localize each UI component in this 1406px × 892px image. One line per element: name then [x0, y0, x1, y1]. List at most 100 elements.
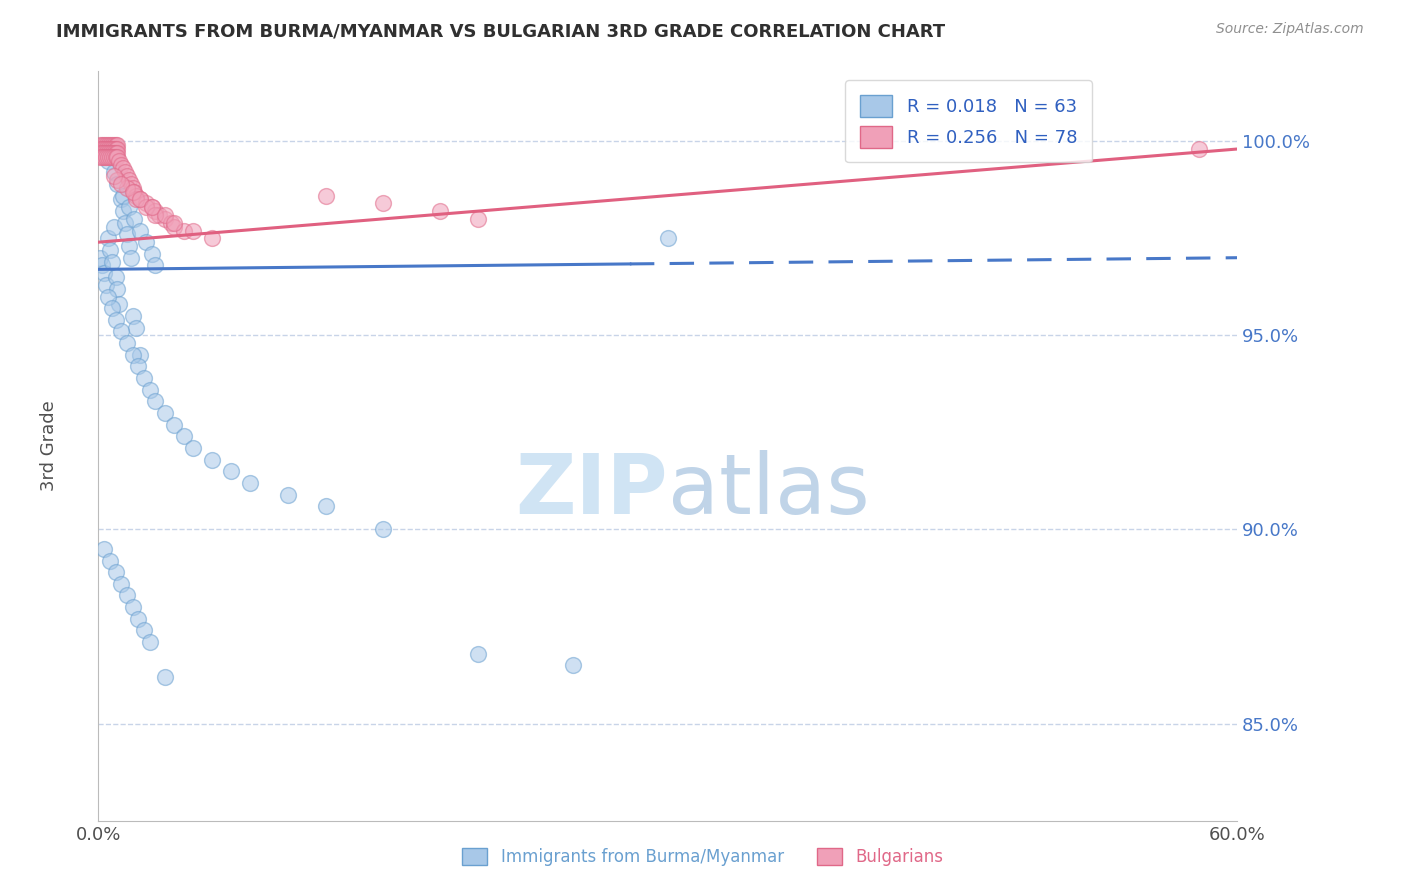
- Point: [138, 635, 160, 649]
- Point: [103, 219, 125, 234]
- Point: [89, 251, 111, 265]
- Point: [141, 200, 163, 214]
- Point: [163, 417, 186, 432]
- Point: [129, 348, 152, 362]
- Point: [107, 145, 129, 160]
- Point: [159, 216, 181, 230]
- Point: [221, 464, 243, 478]
- Point: [110, 325, 132, 339]
- Point: [103, 150, 125, 164]
- Point: [89, 138, 111, 153]
- Point: [127, 359, 149, 374]
- Point: [89, 150, 111, 164]
- Point: [173, 223, 195, 237]
- Point: [371, 196, 394, 211]
- Point: [97, 138, 120, 153]
- Point: [91, 150, 114, 164]
- Point: [100, 150, 122, 164]
- Point: [132, 624, 155, 638]
- Point: [121, 309, 143, 323]
- Text: IMMIGRANTS FROM BURMA/MYANMAR VS BULGARIAN 3RD GRADE CORRELATION CHART: IMMIGRANTS FROM BURMA/MYANMAR VS BULGARI…: [56, 22, 945, 40]
- Point: [110, 577, 132, 591]
- Point: [429, 204, 451, 219]
- Point: [118, 239, 141, 253]
- Point: [100, 138, 122, 153]
- Point: [104, 145, 127, 160]
- Point: [97, 150, 120, 164]
- Point: [120, 251, 142, 265]
- Text: Source: ZipAtlas.com: Source: ZipAtlas.com: [1216, 22, 1364, 37]
- Point: [97, 153, 120, 168]
- Point: [108, 153, 131, 168]
- Point: [107, 150, 129, 164]
- Point: [1188, 142, 1211, 156]
- Point: [118, 200, 141, 214]
- Point: [93, 150, 115, 164]
- Point: [104, 270, 127, 285]
- Point: [145, 394, 167, 409]
- Point: [127, 612, 149, 626]
- Point: [239, 475, 262, 490]
- Point: [153, 211, 176, 226]
- Point: [107, 177, 129, 191]
- Point: [89, 142, 111, 156]
- Point: [163, 219, 186, 234]
- Point: [94, 145, 117, 160]
- Point: [94, 277, 117, 292]
- Point: [124, 211, 146, 226]
- Point: [129, 223, 152, 237]
- Point: [148, 208, 170, 222]
- Point: [201, 231, 224, 245]
- Point: [89, 145, 111, 160]
- Point: [183, 223, 205, 237]
- Point: [163, 216, 186, 230]
- Point: [118, 173, 141, 187]
- Point: [97, 145, 120, 160]
- Point: [91, 142, 114, 156]
- Point: [115, 336, 138, 351]
- Point: [135, 196, 157, 211]
- Point: [121, 600, 143, 615]
- Point: [201, 452, 224, 467]
- Point: [135, 200, 157, 214]
- Point: [104, 150, 127, 164]
- Point: [104, 313, 127, 327]
- Point: [97, 231, 120, 245]
- Point: [112, 188, 135, 202]
- Point: [103, 138, 125, 153]
- Point: [110, 177, 132, 191]
- Point: [657, 231, 679, 245]
- Point: [125, 320, 148, 334]
- Point: [145, 259, 167, 273]
- Point: [98, 142, 121, 156]
- Point: [124, 185, 146, 199]
- Text: 3rd Grade: 3rd Grade: [41, 401, 58, 491]
- Point: [129, 193, 152, 207]
- Point: [115, 589, 138, 603]
- Point: [315, 499, 337, 513]
- Point: [315, 188, 337, 202]
- Point: [562, 658, 585, 673]
- Point: [125, 193, 148, 207]
- Point: [103, 142, 125, 156]
- Point: [93, 145, 115, 160]
- Point: [98, 243, 121, 257]
- Legend: R = 0.018   N = 63, R = 0.256   N = 78: R = 0.018 N = 63, R = 0.256 N = 78: [845, 80, 1091, 162]
- Point: [98, 553, 121, 567]
- Point: [107, 173, 129, 187]
- Point: [103, 165, 125, 179]
- Point: [153, 208, 176, 222]
- Point: [91, 259, 114, 273]
- Point: [115, 169, 138, 184]
- Point: [103, 145, 125, 160]
- Point: [91, 138, 114, 153]
- Point: [145, 204, 167, 219]
- Point: [107, 138, 129, 153]
- Point: [173, 429, 195, 443]
- Point: [120, 177, 142, 191]
- Point: [141, 200, 163, 214]
- Point: [110, 193, 132, 207]
- Point: [91, 145, 114, 160]
- Point: [104, 142, 127, 156]
- Point: [100, 142, 122, 156]
